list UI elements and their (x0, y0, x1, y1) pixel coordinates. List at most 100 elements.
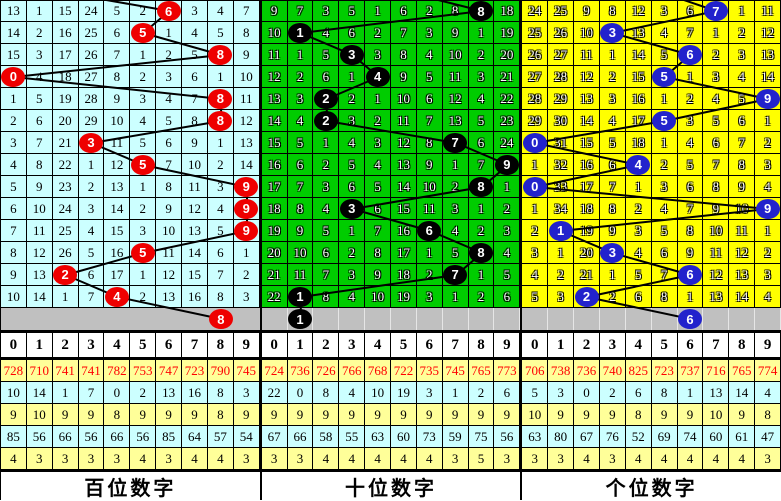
winning-number-circle: 8 (208, 110, 233, 131)
grid-cell: 3 (78, 132, 105, 154)
stat-cell: 3 (104, 448, 131, 470)
stat-cell: 3 (52, 448, 79, 470)
grid-cell: 7 (26, 132, 53, 154)
grid-cell: 9 (26, 176, 53, 198)
digit-header: 6 (678, 333, 704, 357)
grid-row: 0 33 17 7 1 3 6 8 9 4 (522, 176, 781, 198)
grid-cell: 2 (729, 22, 756, 44)
stat-row: 10 14 1 7 0 2 13 16 8 3 (1, 382, 260, 404)
grid-cell: 8 (468, 176, 495, 198)
grid-cell: 2 (468, 44, 495, 66)
grid-cell: 3 (365, 44, 391, 66)
grid-row: 21 11 7 3 9 18 2 7 1 5 (261, 264, 521, 286)
stat-cell: 4 (729, 448, 756, 470)
digit-header: 1 (548, 333, 575, 357)
grid-cell: 11 (574, 44, 600, 66)
grid-cell: 6 (287, 154, 314, 176)
grid-cell: 7 (78, 286, 105, 308)
stat-cell: 80 (548, 426, 575, 448)
digit-header: 1 (288, 333, 314, 357)
stat-cell: 4 (365, 448, 391, 470)
grid-cell: 6 (468, 132, 495, 154)
stat-cell: 8 (651, 382, 678, 404)
grid-cell: 1 (233, 242, 260, 264)
grid-cell: 33 (548, 176, 575, 198)
grid-cell: 19 (391, 286, 417, 308)
grid-cell: 1 (548, 220, 575, 242)
grid-cell: 2 (130, 0, 157, 22)
grid-cell: 2 (416, 0, 443, 22)
grid-cell: 8 (651, 286, 678, 308)
grid-cell: 17 (104, 264, 131, 286)
grid-row: 28 29 13 3 16 1 2 4 5 9 (522, 88, 781, 110)
grid-cell: 3 (339, 110, 366, 132)
grid-cell: 25 (78, 22, 105, 44)
stat-cell: 726 (313, 360, 340, 382)
stat-cell: 60 (703, 426, 730, 448)
grid-cell: 7 (729, 132, 756, 154)
winning-number-circle: 0 (1, 66, 26, 87)
stat-cell: 9 (599, 404, 626, 426)
stat-row: 5 3 0 2 6 8 1 13 14 4 (522, 382, 781, 404)
stat-cell: 56 (130, 426, 157, 448)
grid-cell: 32 (548, 154, 575, 176)
grid-cell: 10 (365, 286, 391, 308)
grid-cell: 5 (416, 66, 443, 88)
grid-cell: 12 (233, 110, 260, 132)
grid-cell: 20 (52, 110, 79, 132)
grid-cell: 5 (313, 220, 340, 242)
grid-cell: 7 (1, 220, 27, 242)
grid-cell: 6 (156, 0, 183, 22)
grid-cell: 3 (78, 198, 105, 220)
grid-cell: 1 (313, 132, 340, 154)
winning-number-circle: 8 (208, 88, 233, 109)
pending-cell (548, 308, 575, 330)
grid-row: 3 7 21 3 11 5 6 9 1 13 (1, 132, 260, 154)
stat-cell: 3 (599, 448, 626, 470)
grid-cell: 10 (261, 22, 288, 44)
stat-cell: 4 (391, 448, 417, 470)
winning-number-circle: 3 (600, 22, 625, 43)
grid-cell: 5 (651, 66, 678, 88)
grid-cell: 1 (130, 264, 157, 286)
stat-cell: 66 (287, 426, 314, 448)
grid-cell: 7 (287, 0, 314, 22)
grid-cell: 7 (233, 0, 260, 22)
stat-cell: 2 (468, 382, 495, 404)
grid-cell: 3 (130, 220, 157, 242)
grid-cell: 20 (261, 242, 288, 264)
stat-cell: 9 (468, 404, 495, 426)
grid-cell: 26 (78, 44, 105, 66)
grid-cell: 5 (313, 44, 340, 66)
grid-cell: 21 (52, 132, 79, 154)
grid-cell: 6 (677, 0, 704, 22)
stat-cell: 56 (26, 426, 53, 448)
winning-number-circle: 2 (53, 264, 78, 285)
stat-cell: 1 (442, 382, 469, 404)
grid-cell: 9 (755, 88, 781, 110)
stat-cell: 3 (26, 448, 53, 470)
grid-cell: 11 (182, 176, 208, 198)
grid-cell: 24 (522, 0, 549, 22)
grid-cell: 27 (522, 66, 549, 88)
grid-cell: 1 (339, 66, 366, 88)
grid-cell: 4 (104, 286, 131, 308)
grid-cell: 7 (442, 132, 469, 154)
grid-cell: 16 (261, 154, 288, 176)
winning-number-circle: 3 (79, 132, 104, 153)
grid-row: 11 1 5 3 3 8 4 10 2 20 (261, 44, 521, 66)
stat-cell: 738 (548, 360, 575, 382)
stat-cell: 57 (207, 426, 234, 448)
grid-cell: 14 (182, 242, 208, 264)
grid-cell: 18 (391, 264, 417, 286)
stat-cell: 9 (548, 404, 575, 426)
winning-number-circle: 0 (522, 176, 547, 197)
stat-cell: 63 (522, 426, 549, 448)
stat-cell: 3 (522, 448, 549, 470)
grid-cell: 3 (313, 176, 340, 198)
grid-cell: 9 (233, 176, 260, 198)
grid-cell: 8 (599, 198, 626, 220)
panel-hundreds: 13 1 15 24 5 2 6 3 4 7 14 2 16 25 6 5 1 4 5 8 15 3 17 26 7 1 2 5 8 9 0… (1, 0, 260, 500)
